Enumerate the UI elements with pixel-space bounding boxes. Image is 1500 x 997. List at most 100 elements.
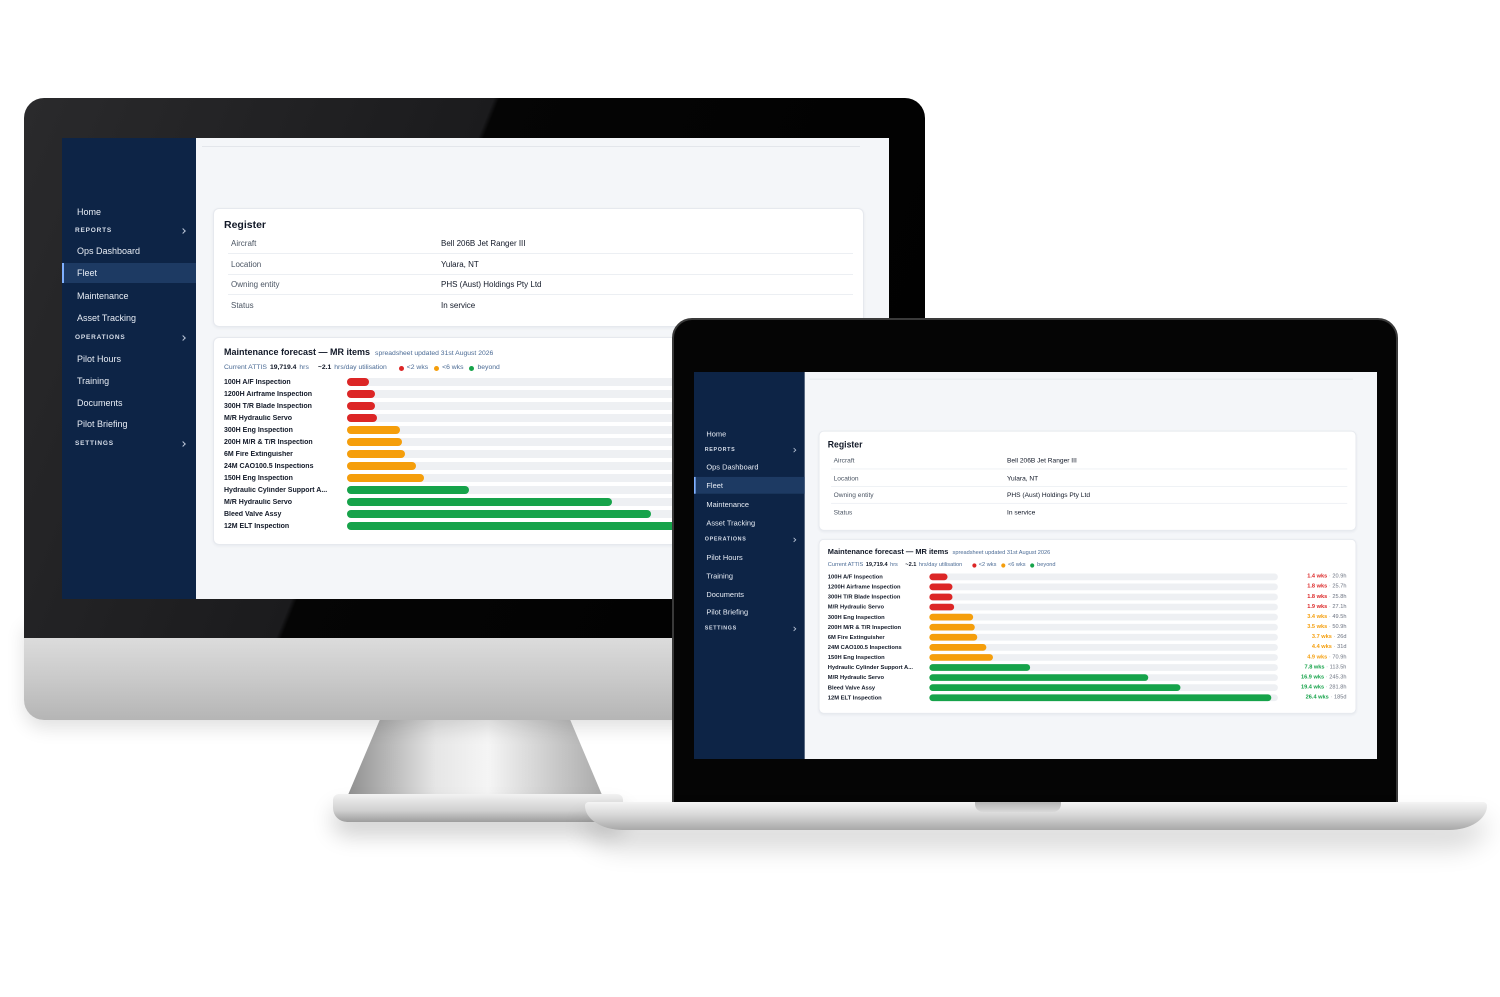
bar-track: [929, 633, 1278, 641]
item-name: 12M ELT Inspection: [224, 523, 290, 530]
bar: [347, 450, 405, 458]
register-value: Bell 206B Jet Ranger III: [1007, 456, 1077, 465]
due-remaining: 50.9h: [1332, 623, 1347, 630]
chevron: [180, 335, 186, 341]
nav-item[interactable]: Home: [706, 429, 727, 439]
nav-item[interactable]: Asset Tracking: [77, 313, 137, 323]
attis-value: 19,719.4: [269, 364, 297, 371]
due-label: 1.4 wks·20.9h: [1307, 574, 1346, 580]
nav-item[interactable]: Asset Tracking: [706, 518, 756, 528]
nav-item[interactable]: Pilot Briefing: [77, 419, 128, 429]
legend-dot: [434, 365, 440, 371]
nav-section[interactable]: SETTINGS: [62, 434, 196, 454]
nav-item[interactable]: Ops Dashboard: [706, 462, 759, 472]
register-value: Bell 206B Jet Ranger III: [441, 239, 526, 248]
legend-label: beyond: [1037, 561, 1056, 568]
bar: [347, 498, 612, 506]
row-divider: [831, 485, 1348, 487]
nav-item[interactable]: Ops Dashboard: [77, 246, 141, 256]
register-label: Aircraft: [833, 456, 855, 465]
separator: ·: [1328, 583, 1331, 590]
bar: [347, 522, 761, 530]
attis-label: Current ATTIS: [224, 364, 267, 371]
item-name: 100H A/F Inspection: [224, 379, 291, 386]
nav-item[interactable]: Fleet: [62, 263, 196, 283]
bar-track: [347, 474, 769, 482]
bar-track: [929, 583, 1278, 591]
bar: [347, 438, 402, 446]
chevron: [180, 441, 186, 447]
due-label: 1.8 wks·25.7h: [1307, 584, 1346, 590]
nav-section[interactable]: OPERATIONS: [694, 532, 805, 549]
app: Home REPORTS Ops Dashboard Fleet Maintenance…: [694, 372, 1377, 759]
bar: [347, 426, 401, 434]
separator: ·: [1328, 573, 1331, 580]
item-name: Bleed Valve Assy: [224, 511, 282, 518]
nav-item[interactable]: Training: [77, 376, 110, 386]
nav-item[interactable]: Maintenance: [706, 500, 749, 509]
due-label: 1.9 wks·27.1h: [1307, 604, 1346, 611]
item-name: 200H M/R & T/R Inspection: [224, 439, 313, 446]
separator: ·: [1328, 613, 1331, 620]
due-remaining: 25.8h: [1332, 593, 1347, 600]
register-label: Owning entity: [231, 280, 280, 290]
utilisation-value: ~2.1: [905, 561, 917, 568]
register-title: Register: [224, 219, 267, 231]
bar: [929, 573, 948, 581]
bar: [347, 486, 470, 494]
nav-item[interactable]: Fleet: [694, 476, 805, 494]
forecast-header: Maintenance forecast — MR items spreadshe…: [224, 348, 493, 358]
forecast-title: Maintenance forecast — MR items: [224, 347, 371, 357]
due-remaining: 25.7h: [1332, 583, 1347, 590]
bar-track: [929, 603, 1278, 611]
chevron: [791, 626, 797, 632]
register-label: Status: [833, 508, 853, 517]
due-weeks: 1.8 wks: [1307, 593, 1328, 600]
nav-section[interactable]: REPORTS: [62, 221, 196, 241]
register-value: Yulara, NT: [441, 259, 479, 269]
item-name: 1200H Airframe Inspection: [827, 584, 901, 591]
nav-section[interactable]: SETTINGS: [694, 620, 805, 637]
due-label: 4.4 wks·31d: [1312, 643, 1347, 651]
nav-item[interactable]: Maintenance: [77, 291, 129, 301]
monitor-base: [333, 794, 623, 822]
separator: ·: [1333, 643, 1336, 650]
bar: [929, 694, 1271, 702]
bar-track: [929, 623, 1278, 631]
attis-label: Current ATTIS: [827, 561, 864, 568]
bar: [929, 603, 954, 611]
bar-track: [929, 664, 1278, 671]
item-name: 6M Fire Extinguisher: [827, 634, 885, 641]
due-remaining: 26d: [1337, 633, 1347, 640]
nav-item[interactable]: Pilot Hours: [77, 354, 122, 364]
due-label: 19.4 wks·281.8h: [1301, 684, 1346, 691]
sidebar: Home REPORTS Ops Dashboard Fleet Maintenance…: [694, 372, 805, 759]
bar: [929, 674, 1149, 681]
legend-dot: [1030, 563, 1035, 568]
nav-item[interactable]: Home: [77, 207, 102, 217]
register-value: Yulara, NT: [1007, 474, 1039, 482]
register-label: Location: [833, 474, 859, 482]
nav-section[interactable]: OPERATIONS: [62, 328, 196, 348]
register-value: In service: [1007, 508, 1036, 517]
nav-item[interactable]: Pilot Hours: [706, 553, 743, 562]
item-name: Bleed Valve Assy: [827, 685, 876, 692]
nav-section[interactable]: REPORTS: [694, 442, 805, 459]
due-weeks: 4.9 wks: [1307, 654, 1328, 660]
attis-unit: hrs: [890, 561, 898, 568]
bar: [347, 474, 424, 482]
utilisation-label: hrs/day utilisation: [918, 561, 963, 568]
nav-item[interactable]: Documents: [77, 398, 123, 408]
due-weeks: 26.4 wks: [1305, 694, 1329, 701]
attis-unit: hrs: [299, 364, 309, 371]
nav-item[interactable]: Documents: [706, 590, 744, 599]
nav-item[interactable]: Training: [706, 571, 733, 581]
chevron: [791, 537, 797, 543]
row-divider: [228, 294, 853, 296]
nav-item[interactable]: Pilot Briefing: [706, 607, 749, 617]
due-remaining: 31d: [1337, 643, 1347, 650]
forecast-title: Maintenance forecast — MR items: [827, 547, 949, 556]
bar: [929, 583, 953, 591]
bar: [347, 378, 369, 386]
